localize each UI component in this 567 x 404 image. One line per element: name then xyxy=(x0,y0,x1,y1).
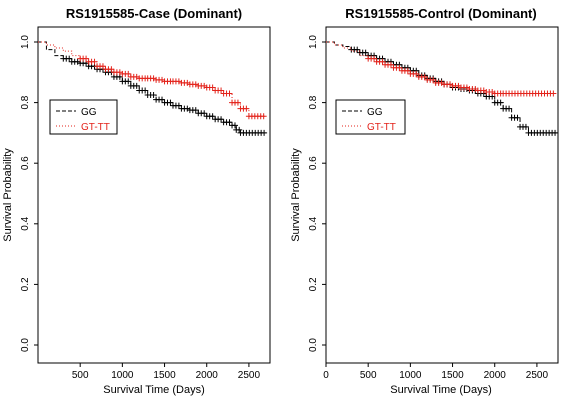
control-censor-mark xyxy=(552,129,559,136)
control-y-tick-label: 0.2 xyxy=(308,277,319,291)
panel-control-legend-gttt-label: GT-TT xyxy=(367,122,396,133)
case-censor-mark xyxy=(83,55,90,62)
case-censor-mark xyxy=(234,99,241,106)
panel-case-plot-frame xyxy=(37,26,271,364)
control-censor-mark xyxy=(421,73,428,80)
control-censor-mark xyxy=(430,76,437,83)
case-censor-mark xyxy=(133,82,140,89)
control-x-tick-label: 1500 xyxy=(441,370,464,381)
case-censor-mark xyxy=(218,87,225,94)
panel-case-xlabel: Survival Time (Days) xyxy=(103,384,204,396)
control-y-tick-label: 0.0 xyxy=(308,338,319,352)
case-censor-mark xyxy=(99,63,106,70)
control-censor-mark xyxy=(354,46,361,53)
case-y-tick-label: 1.0 xyxy=(20,35,31,49)
control-censor-mark xyxy=(514,114,521,121)
control-censor-mark xyxy=(413,70,420,77)
panel-control-ticks: 0 500 1000 1500 2000 2500 0.0 0.2 0.4 0.6 0.8 1.0 xyxy=(308,35,548,381)
case-censor-mark xyxy=(209,113,216,120)
panel-case: RS1915585-Case (Dominant) Survival Proba… xyxy=(2,6,271,396)
case-censor-mark xyxy=(260,113,267,120)
panel-control-legend: GG GT-TT xyxy=(335,99,406,135)
control-censor-mark xyxy=(371,55,378,62)
case-censor-mark xyxy=(125,70,132,77)
case-censor-mark xyxy=(167,99,174,106)
control-x-tick-label: 2500 xyxy=(526,370,549,381)
panel-control-plot-frame xyxy=(325,26,559,364)
case-x-tick-label: 1500 xyxy=(153,370,176,381)
case-censor-mark xyxy=(91,58,98,65)
case-censor-mark xyxy=(209,84,216,91)
case-censor-mark xyxy=(175,102,182,109)
case-y-tick-label: 0.6 xyxy=(20,156,31,170)
control-censor-mark xyxy=(497,99,504,106)
control-censor-mark xyxy=(506,105,513,112)
case-censor-mark xyxy=(108,66,115,73)
control-x-tick-label: 2000 xyxy=(484,370,507,381)
case-y-tick-label: 0.0 xyxy=(20,338,31,352)
case-x-tick-label: 2000 xyxy=(196,370,219,381)
panel-control-series xyxy=(326,41,559,136)
panel-control-legend-gg-label: GG xyxy=(367,107,383,118)
case-x-tick-label: 1000 xyxy=(111,370,134,381)
panel-control-title: RS1915585-Control (Dominant) xyxy=(345,6,536,21)
case-censor-mark xyxy=(201,110,208,117)
control-censor-mark xyxy=(550,90,557,97)
case-censor-mark xyxy=(218,116,225,123)
control-x-tick-label: 0 xyxy=(323,370,329,381)
panel-case-series xyxy=(38,41,268,136)
case-y-tick-label: 0.4 xyxy=(20,216,31,230)
control-x-tick-label: 1000 xyxy=(399,370,422,381)
control-y-tick-label: 0.4 xyxy=(308,216,319,230)
control-censor-mark xyxy=(362,49,369,56)
case-censor-mark xyxy=(236,126,243,133)
control-y-tick-label: 0.8 xyxy=(308,95,319,109)
case-censor-mark xyxy=(231,122,238,129)
case-censor-mark xyxy=(142,87,149,94)
case-censor-mark xyxy=(125,78,132,85)
control-censor-mark xyxy=(396,64,403,71)
panel-case-legend-gttt-label: GT-TT xyxy=(81,122,110,133)
panel-control: RS1915585-Control (Dominant) Survival Pr… xyxy=(290,6,559,396)
control-censor-mark xyxy=(387,61,394,68)
control-censor-mark xyxy=(522,123,529,130)
panel-control-xlabel: Survival Time (Days) xyxy=(390,384,491,396)
case-censor-mark xyxy=(226,90,233,97)
case-censor-mark xyxy=(243,105,250,112)
case-y-tick-label: 0.8 xyxy=(20,95,31,109)
panel-case-ylabel: Survival Probability xyxy=(2,148,14,242)
control-y-tick-label: 0.6 xyxy=(308,156,319,170)
panel-case-ticks: 500 1000 1500 2000 2500 0.0 0.2 0.4 0.6 0.8 1.0 xyxy=(20,35,260,381)
panel-case-legend: GG GT-TT xyxy=(49,99,118,135)
panel-case-title: RS1915585-Case (Dominant) xyxy=(66,6,242,21)
case-censor-mark xyxy=(226,119,233,126)
control-y-tick-label: 1.0 xyxy=(308,35,319,49)
case-censor-mark xyxy=(192,107,199,114)
panel-control-ylabel: Survival Probability xyxy=(290,148,302,242)
control-censor-mark xyxy=(404,67,411,74)
panel-case-legend-gg-label: GG xyxy=(81,107,97,118)
panel-control-legend-box xyxy=(335,99,406,135)
control-x-tick-label: 500 xyxy=(360,370,377,381)
panel-case-legend-box xyxy=(49,99,118,135)
case-censor-mark xyxy=(261,129,268,136)
case-y-tick-label: 0.2 xyxy=(20,277,31,291)
case-censor-mark xyxy=(66,55,73,62)
control-censor-mark xyxy=(379,58,386,65)
case-censor-mark xyxy=(159,96,166,103)
case-censor-mark xyxy=(150,92,157,99)
case-x-tick-label: 2500 xyxy=(238,370,261,381)
case-x-tick-label: 500 xyxy=(72,370,89,381)
